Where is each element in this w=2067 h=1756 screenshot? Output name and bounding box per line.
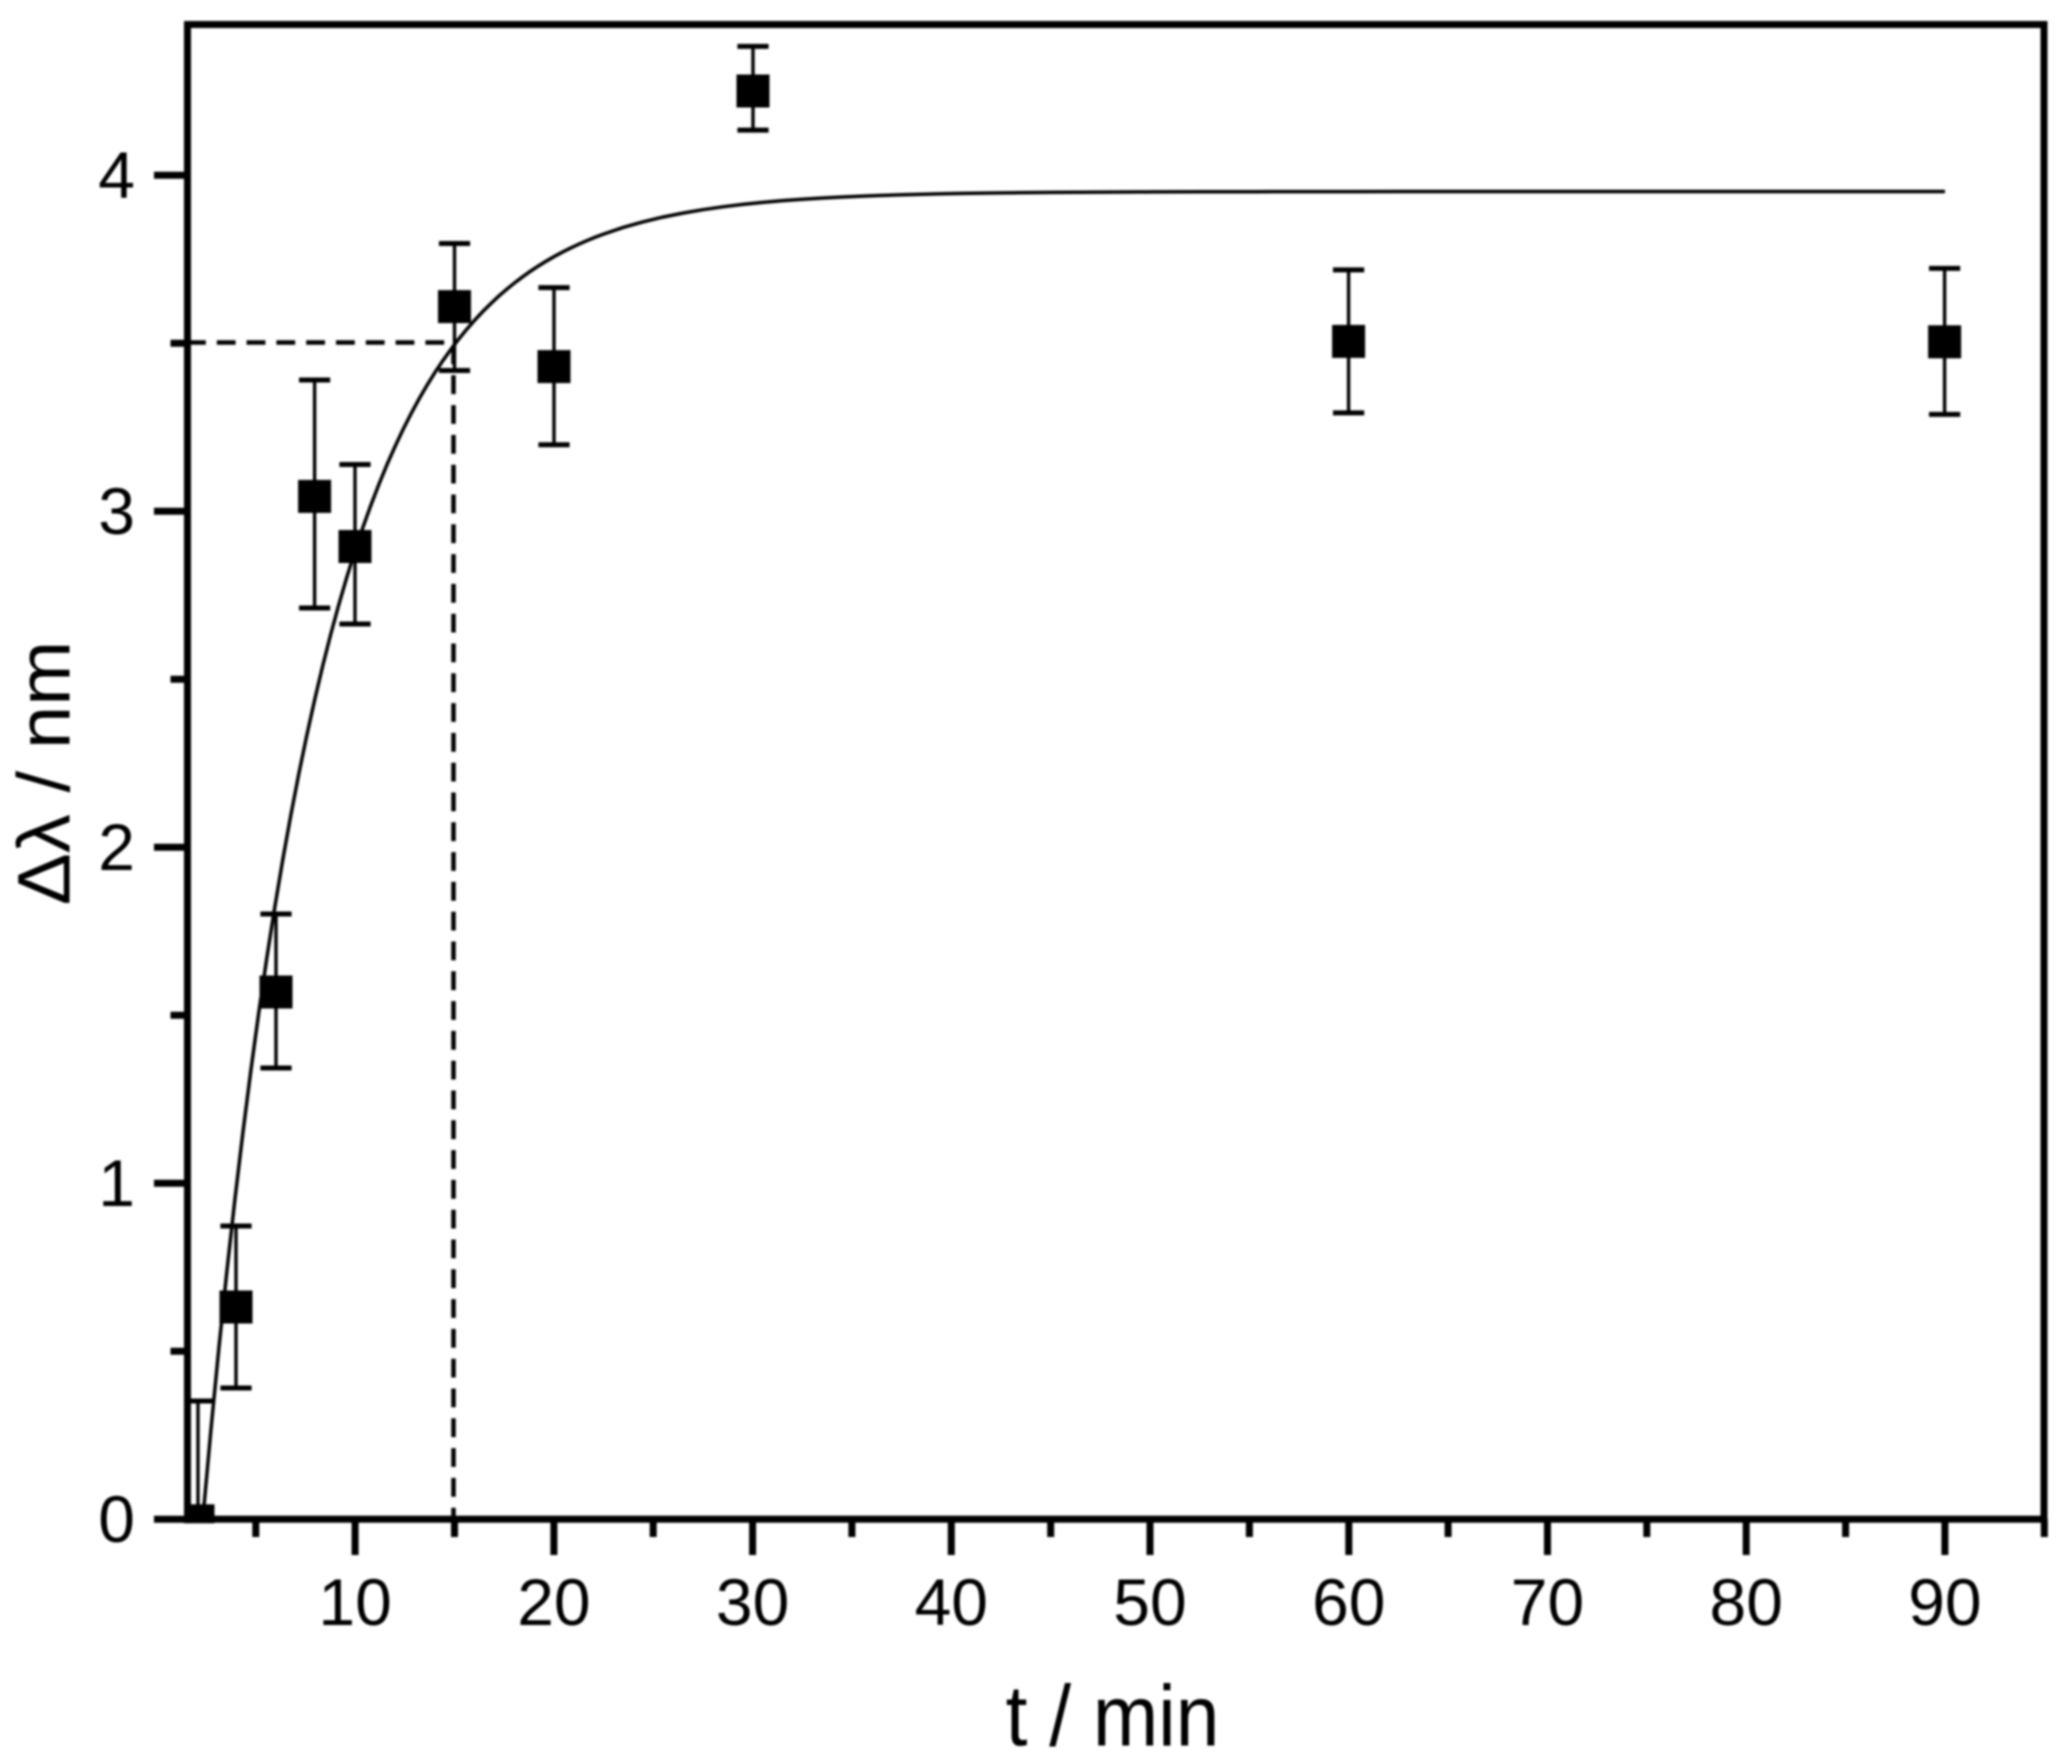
svg-text:1: 1 xyxy=(98,1146,135,1220)
svg-text:40: 40 xyxy=(915,1565,988,1639)
svg-text:80: 80 xyxy=(1709,1565,1782,1639)
svg-text:2: 2 xyxy=(98,810,135,884)
svg-text:4: 4 xyxy=(98,138,135,212)
svg-text:60: 60 xyxy=(1312,1565,1385,1639)
svg-text:0: 0 xyxy=(98,1482,135,1556)
svg-text:10: 10 xyxy=(318,1565,391,1639)
svg-text:3: 3 xyxy=(98,474,135,548)
svg-text:Δλ / nm: Δλ / nm xyxy=(3,641,86,905)
svg-text:90: 90 xyxy=(1908,1565,1981,1639)
svg-text:70: 70 xyxy=(1511,1565,1584,1639)
svg-text:30: 30 xyxy=(716,1565,789,1639)
svg-text:t / min: t / min xyxy=(1006,1668,1220,1756)
svg-text:20: 20 xyxy=(517,1565,590,1639)
svg-text:50: 50 xyxy=(1113,1565,1186,1639)
